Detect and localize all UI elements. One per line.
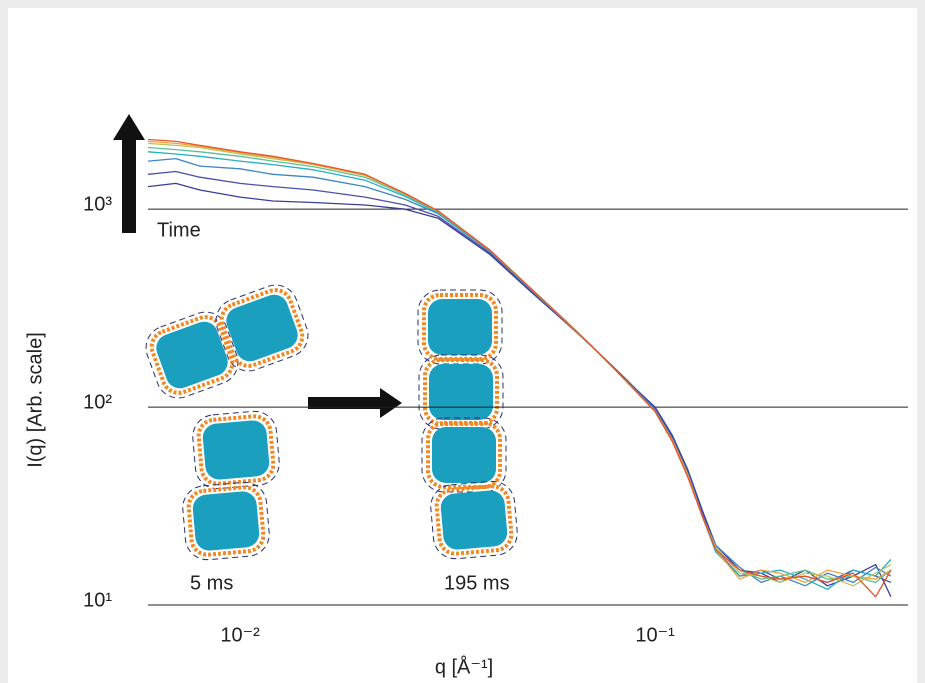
y-tick-label: 10² <box>83 391 112 413</box>
particle-shell <box>421 417 507 493</box>
x-tick-label: 10⁻¹ <box>635 624 675 646</box>
x-axis-label: q [Å⁻¹] <box>435 655 493 678</box>
illustration <box>113 114 518 561</box>
particle-core <box>202 420 270 480</box>
annotation: 195 ms <box>444 572 510 594</box>
particle-core <box>440 490 508 550</box>
particle-core <box>226 294 298 362</box>
process-arrow <box>308 388 402 418</box>
ligand-shell <box>434 484 514 556</box>
ligand-shell <box>422 293 498 361</box>
x-tick-label: 10⁻² <box>220 624 260 646</box>
particle <box>215 284 309 372</box>
series-line <box>147 138 892 598</box>
particle <box>417 289 503 365</box>
y-tick-label: 10¹ <box>83 589 112 611</box>
annotation: 5 ms <box>190 572 233 594</box>
particle <box>145 311 239 399</box>
y-tick-label: 10³ <box>83 193 112 215</box>
y-axis-label: I(q) [Arb. scale] <box>24 332 46 468</box>
annotation: Time <box>157 219 201 241</box>
particle-shell <box>417 289 503 365</box>
particle-core <box>428 299 492 355</box>
time-arrow <box>113 114 145 233</box>
particle-shell <box>145 311 239 399</box>
particle-core <box>429 364 493 420</box>
particle-shell <box>215 284 309 372</box>
particle-core <box>192 491 260 551</box>
particle-core <box>156 321 228 389</box>
particle-shell <box>418 354 504 430</box>
particle-core <box>432 427 496 483</box>
ligand-shell <box>219 288 305 368</box>
ligand-shell <box>149 315 235 395</box>
